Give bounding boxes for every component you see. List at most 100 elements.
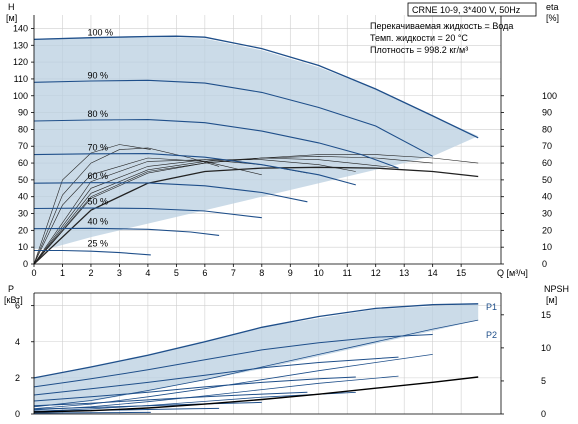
power-operating-envelope [34, 303, 479, 407]
speed-label: 40 % [87, 217, 108, 227]
head-y-tick-label-right: 70 [542, 141, 552, 151]
speed-label: 70 % [87, 143, 108, 153]
info-line-liquid: Перекачиваемая жидкость = Вода [370, 21, 513, 31]
head-y-tick-label-left: 30 [18, 209, 28, 219]
p1-series-label: P1 [486, 302, 497, 312]
head-speed-curve [33, 79, 433, 157]
power-y-tick-label-left: 2 [15, 373, 20, 383]
head-y-tick-label-right: 50 [542, 175, 552, 185]
eta-main-curve [33, 166, 479, 265]
p1-curve [33, 356, 399, 396]
p1-curve [33, 303, 479, 379]
head-y-tick-label-left: 80 [18, 124, 28, 134]
head-speed-curve [33, 153, 356, 186]
head-y-tick-label-left: 130 [13, 40, 28, 50]
head-efficiency-panel: 100 %90 %80 %70 %60 %50 %40 %25 %0102030… [6, 2, 559, 278]
head-x-tick-label: 11 [343, 268, 352, 278]
head-y-tick-label-left: 60 [18, 158, 28, 168]
info-line-density: Плотность = 998.2 кг/м³ [370, 45, 468, 55]
head-y-tick-label-right: 60 [542, 158, 552, 168]
npsh-y-tick-label-right: 5 [541, 376, 546, 386]
eta-curve [33, 157, 262, 265]
power-y-unit: [кВт] [4, 295, 23, 305]
p1-curve [33, 391, 308, 407]
head-y-tick-label-right: 20 [542, 225, 552, 235]
flow-x-label: Q [м³/ч] [497, 268, 528, 278]
p2-series-label: P2 [486, 330, 497, 340]
head-x-tick-label: 2 [88, 268, 93, 278]
head-x-tick-label: 8 [259, 268, 264, 278]
power-y-tick-label-left: 6 [15, 301, 20, 311]
head-x-tick-label: 15 [456, 268, 466, 278]
head-x-tick-label: 0 [31, 268, 36, 278]
head-speed-curve [33, 227, 220, 236]
power-y-tick-label-left: 4 [15, 337, 20, 347]
head-x-tick-label: 13 [399, 268, 409, 278]
info-title: CRNE 10-9, 3*400 V, 50Hz [412, 5, 521, 15]
info-line-temperature: Темп. жидкости = 20 °C [370, 33, 468, 43]
info-title-box [407, 2, 537, 17]
head-x-tick-label: 1 [60, 268, 65, 278]
head-y-tick-label-right: 80 [542, 124, 552, 134]
p2-curve [33, 319, 479, 408]
npsh-y-tick-label-right: 10 [541, 343, 551, 353]
power-y-label: P [8, 284, 14, 294]
head-operating-envelope [34, 36, 479, 249]
head-speed-curve [33, 35, 479, 139]
head-y-tick-label-left: 40 [18, 192, 28, 202]
head-speed-curve [33, 207, 262, 219]
eta-y-unit: [%] [546, 13, 559, 23]
p1-curve [33, 334, 433, 388]
head-y-tick-label-left: 140 [13, 23, 28, 33]
speed-label: 80 % [87, 109, 108, 119]
p1-curve [33, 401, 262, 410]
p2-curve [33, 375, 399, 411]
speed-label: 60 % [87, 171, 108, 181]
head-y-tick-label-right: 90 [542, 108, 552, 118]
npsh-y-tick-label-right: 15 [541, 310, 551, 320]
head-y-tick-label-left: 50 [18, 175, 28, 185]
head-y-tick-label-left: 110 [14, 74, 28, 84]
power-y-tick-label-left: 0 [15, 409, 20, 419]
speed-label: 90 % [87, 70, 108, 80]
head-x-tick-label: 12 [371, 268, 381, 278]
head-x-tick-label: 10 [314, 268, 324, 278]
p1-curve [33, 411, 151, 414]
npsh-y-tick-label-right: 0 [541, 409, 546, 419]
head-y-tick-label-right: 30 [542, 209, 552, 219]
head-x-tick-label: 6 [202, 268, 207, 278]
head-x-tick-label: 4 [145, 268, 150, 278]
info-block: CRNE 10-9, 3*400 V, 50Hz Перекачиваемая … [370, 2, 537, 55]
eta-curve [33, 147, 220, 265]
head-y-tick-label-left: 100 [13, 91, 28, 101]
head-x-tick-label: 5 [174, 268, 179, 278]
speed-label: 50 % [87, 196, 108, 206]
head-y-unit: [м] [6, 13, 17, 23]
eta-y-label: eta [546, 2, 559, 12]
head-y-tick-label-right: 0 [542, 259, 547, 269]
speed-label: 100 % [87, 27, 113, 37]
head-y-tick-label-left: 20 [18, 225, 28, 235]
head-x-tick-label: 3 [117, 268, 122, 278]
head-x-tick-label: 9 [288, 268, 293, 278]
p1-curve [33, 376, 356, 402]
head-y-tick-label-right: 100 [542, 91, 557, 101]
head-y-tick-label-left: 70 [18, 141, 28, 151]
head-y-tick-label-left: 10 [18, 242, 28, 252]
head-y-tick-label-left: 90 [18, 108, 28, 118]
npsh-curve [33, 376, 479, 413]
head-speed-curve [34, 249, 151, 256]
speed-label: 25 % [87, 239, 108, 249]
head-y-label: H [8, 2, 15, 12]
head-speed-curve [33, 119, 399, 169]
head-y-tick-label-left: 0 [23, 259, 28, 269]
power-npsh-panel: 0 2 4 6 0 5 10 15 P[кВт] NPSH[м] P1 P2 [4, 284, 569, 419]
head-y-tick-label-left: 120 [13, 57, 28, 67]
head-x-tick-label: 7 [231, 268, 236, 278]
head-speed-curve [33, 182, 308, 203]
npsh-y-unit: [м] [546, 295, 557, 305]
head-y-tick-label-right: 40 [542, 192, 552, 202]
npsh-y-label: NPSH [544, 284, 569, 294]
p2-curve [33, 391, 356, 412]
